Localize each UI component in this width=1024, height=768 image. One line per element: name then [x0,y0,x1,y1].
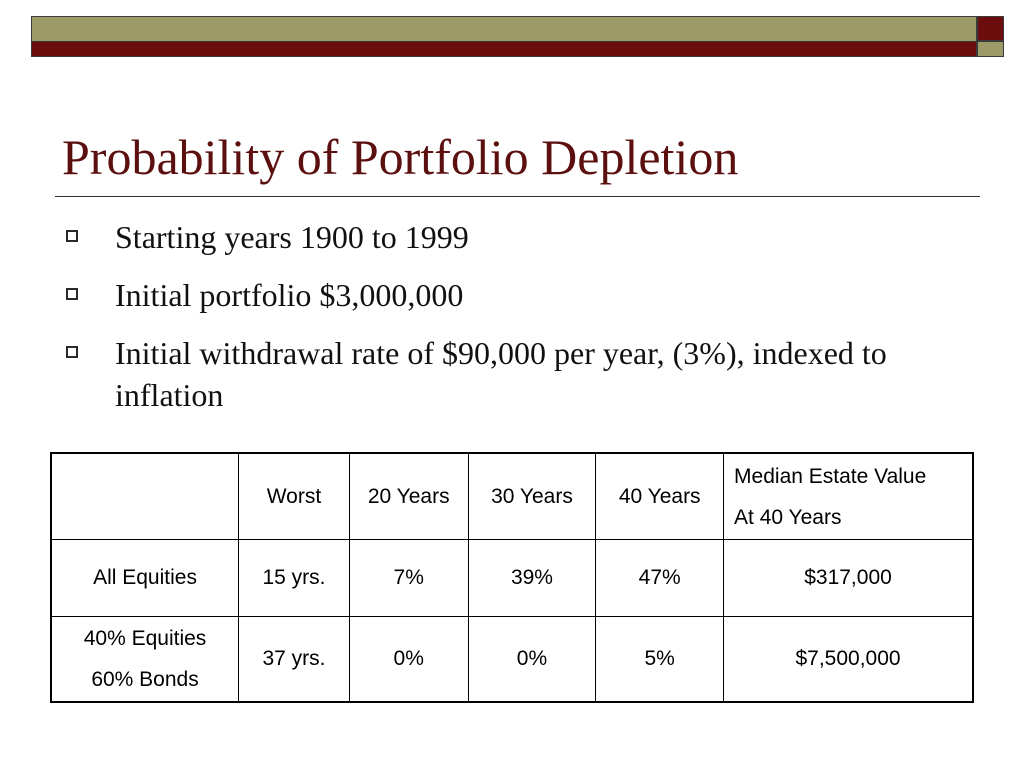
bullet-text: Starting years 1900 to 1999 [115,219,469,255]
corner-maroon-square [977,16,1004,41]
table-header-row: Worst 20 Years 30 Years 40 Years Median … [50,452,974,540]
bullet-text: Initial portfolio $3,000,000 [115,277,464,313]
bullet-text: Initial withdrawal rate of $90,000 per y… [115,335,887,413]
title-underline [55,196,980,197]
bullet-item: Initial portfolio $3,000,000 [66,274,966,316]
row-label-mixed-portfolio: 40% Equities 60% Bonds [50,616,240,703]
header-median-line-1: Median Estate Value [734,464,927,488]
square-bullet-icon [66,346,78,358]
header-cell-worst: Worst [238,452,350,540]
depletion-table: Worst 20 Years 30 Years 40 Years Median … [50,452,974,703]
table-cell: 0% [467,616,597,703]
table-cell: 15 yrs. [238,539,350,617]
top-maroon-stripe [32,42,976,56]
header-cell-empty [50,452,240,540]
corner-olive-square [977,41,1004,57]
table-cell: 0% [348,616,469,703]
table-row: All Equities 15 yrs. 7% 39% 47% $317,000 [50,539,974,617]
square-bullet-icon [66,230,78,242]
top-decor-band [31,16,977,57]
table-cell: 47% [595,539,725,617]
header-cell-median-estate: Median Estate Value At 40 Years [723,452,974,540]
table-cell: 7% [348,539,469,617]
bullet-list: Starting years 1900 to 1999 Initial port… [66,216,966,432]
table-cell: $7,500,000 [723,616,974,703]
square-bullet-icon [66,288,78,300]
header-cell-20-years: 20 Years [348,452,469,540]
bullet-item: Starting years 1900 to 1999 [66,216,966,258]
table-row: 40% Equities 60% Bonds 37 yrs. 0% 0% 5% … [50,616,974,703]
row-label-line-2: 60% Bonds [91,668,199,691]
table-cell: 39% [467,539,597,617]
header-cell-30-years: 30 Years [467,452,597,540]
slide-title: Probability of Portfolio Depletion [62,129,739,185]
table-cell: $317,000 [723,539,974,617]
row-label-line-1: 40% Equities [83,627,207,650]
table-cell: 37 yrs. [238,616,350,703]
header-cell-40-years: 40 Years [595,452,725,540]
row-label-all-equities: All Equities [50,539,240,617]
header-median-line-2: At 40 Years [734,505,842,529]
top-olive-stripe [32,17,976,42]
bullet-item: Initial withdrawal rate of $90,000 per y… [66,332,966,416]
table-cell: 5% [595,616,725,703]
